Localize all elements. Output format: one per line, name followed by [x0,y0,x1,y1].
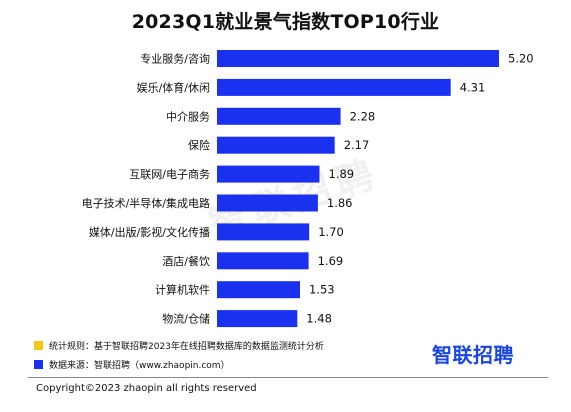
blue-square-icon [34,360,43,369]
category-label: 专业服务/咨询 [140,52,210,66]
bar [217,281,300,299]
category-label: 计算机软件 [155,283,210,297]
yellow-square-icon [34,341,43,350]
value-label: 2.28 [350,109,376,123]
value-label: 1.69 [318,254,344,268]
zhaopin-logo: 智联招聘 [432,343,514,367]
category-label: 媒体/出版/影视/文化传播 [89,225,210,239]
bar-chart: 专业服务/咨询 5.20 娱乐/体育/休闲 4.31 中介服务 2.28 保险 2.17 互联网… [82,50,534,328]
footer-divider [28,377,548,378]
bar [217,50,499,67]
category-label: 物流/仓储 [162,312,210,326]
value-label: 5.20 [508,52,534,66]
stats-rule-text: 统计规则：基于智联招聘2023年在线招聘数据库的数据监测统计分析 [49,342,324,352]
value-label: 2.17 [344,138,370,152]
copyright-text: Copyright©2023 zhaopin all rights reserv… [36,383,257,394]
bar [217,107,341,125]
category-label: 互联网/电子商务 [129,167,210,181]
bar [217,136,335,154]
bar [217,252,309,270]
value-label: 4.31 [460,80,486,94]
category-label: 电子技术/半导体/集成电路 [82,196,210,210]
value-label: 1.53 [309,283,335,297]
category-label: 保险 [188,138,210,152]
bar [217,165,320,183]
data-source-text: 数据来源：智联招聘（www.zhaopin.com） [49,361,230,371]
chart-title: 2023Q1就业景气指数TOP10行业 [131,11,440,33]
value-label: 1.48 [306,312,332,326]
bar [217,310,298,328]
value-label: 1.70 [318,225,344,239]
bar [217,194,318,212]
data-source-note: 数据来源：智联招聘（www.zhaopin.com） [34,358,230,371]
category-label: 娱乐/体育/休闲 [137,80,210,94]
category-label: 酒店/餐饮 [162,254,210,268]
category-label: 中介服务 [166,110,210,123]
bar [217,78,451,96]
value-label: 1.89 [329,167,355,181]
stats-rule-note: 统计规则：基于智联招聘2023年在线招聘数据库的数据监测统计分析 [34,339,324,352]
value-label: 1.86 [327,196,353,210]
bar [217,223,310,241]
